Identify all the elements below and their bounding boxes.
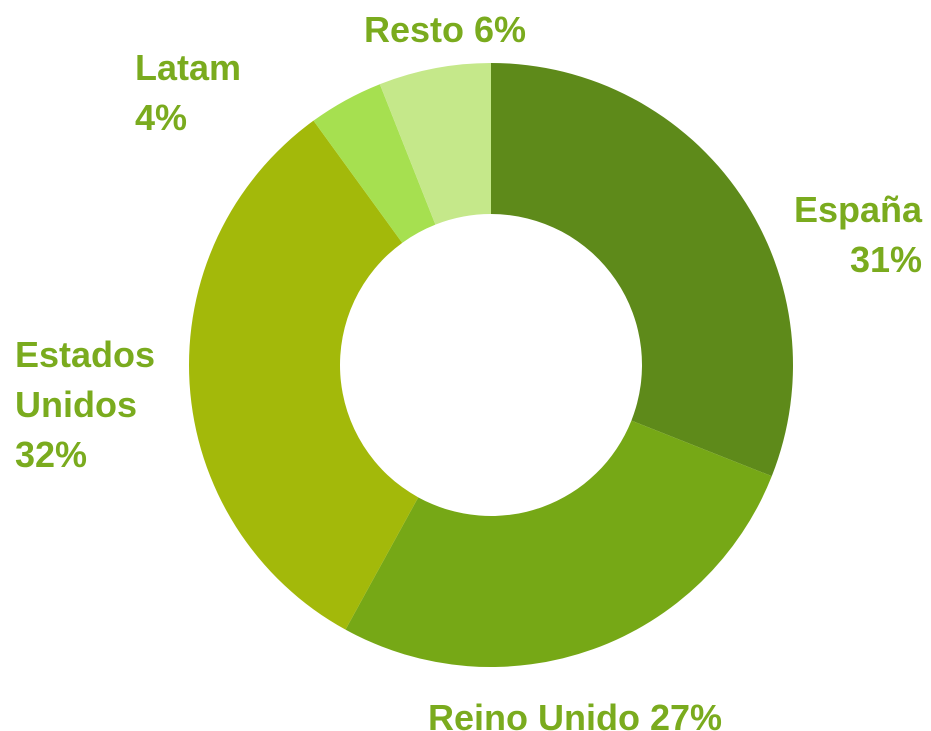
data-label: Estados Unidos 32% [15,330,180,480]
category-label: España [793,189,922,230]
category-label: Latam [135,47,242,88]
data-label: Reino Unido 27% [380,693,770,731]
donut-slice [188,120,419,630]
donut-slice [379,63,491,225]
category-label: Resto [363,9,464,50]
data-label: Resto 6% [300,5,590,55]
data-label: Latam 4% [135,43,275,143]
value-label: 32% [15,434,88,475]
data-label: España 31% [700,185,922,285]
value-label: 27% [649,697,723,731]
donut-slice [345,420,772,667]
donut-slice [313,84,436,243]
value-label: 31% [849,239,922,280]
value-label: 6% [474,9,527,50]
category-label: Estados Unidos [15,334,156,425]
category-label: Reino Unido [427,697,640,731]
donut-slice [491,63,793,477]
value-label: 4% [135,97,188,138]
